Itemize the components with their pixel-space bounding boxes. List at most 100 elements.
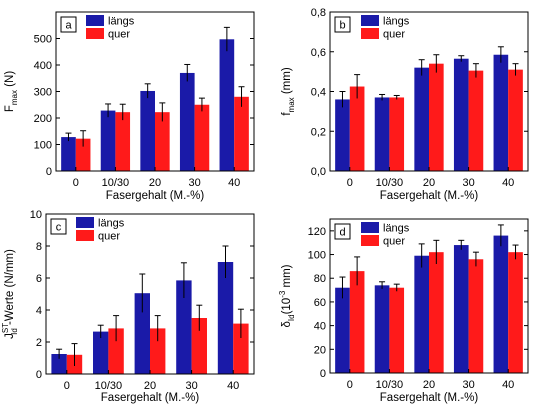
bar-c-s0-c3 [176, 280, 192, 374]
ytick-label-d: 120 [308, 226, 326, 238]
ytick-label-c: 10 [30, 209, 42, 221]
bar-c-s1-c4 [233, 323, 249, 374]
bar-a-s1-c2 [155, 112, 170, 171]
xtick-label-b: 0 [347, 177, 353, 189]
xtick-label-a: 40 [228, 177, 240, 189]
x-axis-label-a: Fasergehalt (M.-%) [106, 190, 205, 202]
legend-label-a-0: längs [108, 16, 135, 28]
bar-b-s0-c3 [453, 58, 469, 171]
y-label-sup: ST [1, 323, 10, 333]
bar-a-s1-c4 [234, 96, 249, 171]
chart-panel-a: 0 100 200 300 400 500 0 10/30 20 30 40 Fasergehalt … [4, 11, 255, 202]
bar-a-s0-c1 [100, 110, 116, 171]
bar-d-s1-c1 [389, 287, 405, 373]
ytick-label-c: 6 [36, 273, 42, 285]
legend-label-b-0: längs [383, 16, 410, 28]
bar-d-s1-c2 [429, 252, 444, 373]
bar-a-s1-c3 [194, 104, 210, 171]
ytick-label-c: 2 [36, 337, 42, 349]
y-label-unit-sup: -3 [278, 290, 287, 298]
panel-label-d: d [339, 227, 345, 239]
bar-d-s0-c4 [493, 235, 509, 373]
y-axis-label-a: Fmax (N) [4, 71, 19, 112]
legend-label-b-1: quer [383, 29, 405, 41]
y-label-sub: Id [10, 328, 19, 335]
legend-swatch-b-0 [361, 15, 379, 26]
x-axis-label-b: Fasergehalt (M.-%) [380, 190, 479, 202]
chart-panel-d: 0 20 40 60 80 100 120 0 10/30 20 30 40 Fasergehalt (… [278, 218, 529, 404]
xtick-label-c: 0 [64, 380, 70, 392]
bar-a-s0-c3 [179, 72, 195, 171]
bar-a-s0-c0 [61, 137, 76, 171]
chart-panel-c: 0 2 4 6 8 10 0 10/30 20 30 40 Fasergehalt (M.-%) JST… [1, 209, 255, 404]
xtick-label-d: 0 [347, 379, 353, 391]
bar-b-s1-c4 [508, 69, 523, 171]
ytick-label-b: 0,0 [311, 166, 326, 178]
ytick-label-b: 0,6 [311, 47, 326, 59]
legend-swatch-a-1 [86, 28, 104, 39]
bar-b-s0-c2 [414, 67, 429, 171]
panel-label-a: a [65, 20, 72, 32]
xtick-label-d: 20 [423, 379, 435, 391]
bar-c-s0-c2 [134, 293, 150, 374]
bar-c-s1-c2 [150, 328, 166, 374]
bar-c-s0-c1 [93, 331, 109, 374]
y-label-unit: (N) [4, 71, 16, 90]
xtick-label-c: 30 [185, 380, 197, 392]
panel-label-c: c [56, 222, 62, 234]
ytick-label-d: 40 [314, 321, 326, 333]
y-label-sub: max [10, 90, 19, 105]
bar-d-s0-c2 [414, 255, 429, 373]
ytick-label-d: 20 [314, 344, 326, 356]
xtick-label-d: 30 [462, 379, 474, 391]
bar-d-s0-c0 [335, 287, 350, 373]
legend-swatch-a-0 [86, 15, 104, 26]
panel-label-b: b [339, 20, 345, 32]
y-axis-label-b: fmax (mm) [281, 67, 296, 116]
bar-d-s1-c0 [349, 271, 365, 373]
bar-c-s1-c3 [191, 318, 207, 374]
ytick-label-a: 200 [34, 113, 52, 125]
bar-b-s0-c1 [374, 97, 390, 171]
xtick-label-d: 10/30 [376, 379, 404, 391]
xtick-label-a: 10/30 [102, 177, 130, 189]
legend-label-c-1: quer [98, 231, 120, 243]
ytick-label-b: 0,4 [311, 87, 326, 99]
xtick-label-d: 40 [502, 379, 514, 391]
legend-label-d-0: längs [383, 223, 410, 235]
xtick-label-c: 40 [227, 380, 239, 392]
bar-a-s0-c2 [140, 90, 155, 171]
xtick-label-b: 40 [502, 177, 514, 189]
bar-b-s1-c2 [429, 63, 444, 171]
ytick-label-a: 400 [34, 60, 52, 72]
y-label-main: δ [281, 321, 293, 327]
y-label-main: f [281, 112, 293, 116]
bar-d-s0-c1 [374, 285, 390, 373]
bar-c-s1-c1 [108, 328, 124, 374]
y-label-sub: max [287, 97, 296, 112]
bar-b-s0-c0 [335, 99, 350, 171]
ytick-label-d: 60 [314, 297, 326, 309]
x-axis-label-d: Fasergehalt (M.-%) [380, 392, 479, 404]
legend-swatch-b-1 [361, 28, 379, 39]
legend-swatch-c-0 [76, 217, 94, 228]
ytick-label-d: 100 [308, 250, 326, 262]
bar-b-s1-c0 [349, 86, 365, 171]
y-axis-label-d: δId(10-3 mm) [278, 264, 296, 327]
bar-b-s1-c1 [389, 97, 405, 171]
ytick-label-c: 0 [36, 369, 42, 381]
bar-a-s1-c1 [115, 112, 131, 171]
xtick-label-b: 20 [423, 177, 435, 189]
bar-d-s1-c4 [508, 252, 523, 373]
panel-label-box-d [334, 223, 351, 240]
legend-swatch-c-1 [76, 230, 94, 241]
x-axis-label-c: Fasergehalt (M.-%) [101, 392, 200, 404]
legend-label-c-0: längs [98, 218, 125, 230]
ytick-label-b: 0,2 [311, 126, 326, 138]
y-label-unit: (10 [281, 298, 293, 315]
xtick-label-a: 20 [149, 177, 161, 189]
panel-label-box-c [50, 218, 67, 235]
